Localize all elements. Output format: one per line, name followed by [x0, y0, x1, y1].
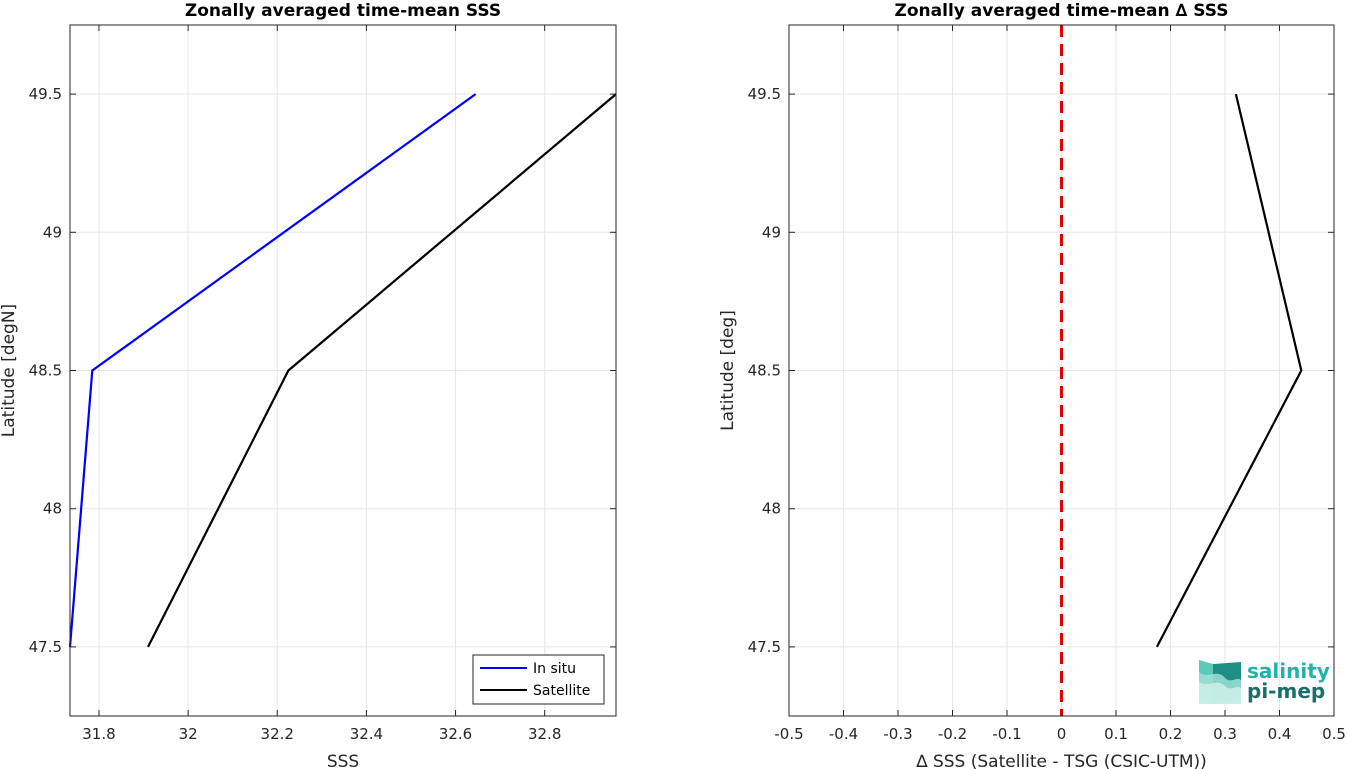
logo-text-pi-mep: pi-mep	[1247, 679, 1325, 703]
delta-chart-title: Zonally averaged time-mean ∆ SSS	[895, 1, 1229, 21]
sss-ticks: 31.8 32 32.2 32.4 32.6 32.8 47.5 48 48.5 49 49.5	[29, 25, 616, 743]
x-tick-label: 32.6	[439, 725, 472, 743]
delta-ticks: -0.5 -0.4 -0.3 -0.2 -0.1 0 0.1 0.2 0.3 0.4 0.5 47.5…	[748, 25, 1346, 743]
x-tick-label: 0	[1057, 725, 1067, 743]
logo-mark-icon	[1199, 660, 1241, 704]
salinity-pi-mep-logo: salinity pi-mep	[1199, 659, 1330, 704]
sss-legend: In situ Satellite	[472, 654, 605, 705]
delta-y-axis-label: Latitude [deg]	[718, 310, 738, 431]
y-tick-label: 49.5	[29, 85, 62, 103]
y-tick-label: 47.5	[29, 638, 62, 656]
legend-entry-satellite: Satellite	[533, 683, 590, 699]
logo-text-salinity: salinity	[1247, 659, 1330, 683]
delta-series-lines	[1155, 93, 1303, 648]
x-tick-label: 32.2	[261, 725, 294, 743]
y-tick-label: 48.5	[29, 362, 62, 380]
sss-panel: 31.8 32 32.2 32.4 32.6 32.8 47.5 48 48.5 49 49.5 Z…	[0, 1, 617, 769]
sss-y-axis-label: Latitude [degN]	[0, 304, 19, 437]
x-tick-label: 0.2	[1159, 725, 1183, 743]
legend-entry-in-situ: In situ	[533, 661, 576, 677]
delta-sss-panel: -0.5 -0.4 -0.3 -0.2 -0.1 0 0.1 0.2 0.3 0.4 0.5 47.5…	[718, 1, 1346, 769]
y-tick-label: 48	[43, 500, 62, 518]
sss-chart-title: Zonally averaged time-mean SSS	[185, 1, 501, 21]
x-tick-label: 32.8	[528, 725, 561, 743]
sss-grid	[70, 25, 616, 716]
y-tick-label: 48	[762, 500, 781, 518]
x-tick-label: -0.2	[938, 725, 967, 743]
x-tick-label: 31.8	[82, 725, 115, 743]
x-tick-label: 0.4	[1268, 725, 1292, 743]
series-line-in-situ	[68, 93, 477, 647]
x-tick-label: -0.3	[883, 725, 912, 743]
sss-series-lines	[68, 93, 617, 648]
sss-x-axis-label: SSS	[327, 752, 359, 769]
x-tick-label: -0.4	[829, 725, 858, 743]
x-tick-label: 0.5	[1322, 725, 1346, 743]
x-tick-label: 0.1	[1104, 725, 1128, 743]
x-tick-label: 32.4	[350, 725, 383, 743]
x-tick-label: 32	[179, 725, 198, 743]
series-line-delta-sss	[1155, 93, 1303, 648]
y-tick-label: 49	[762, 223, 781, 241]
y-tick-label: 49	[43, 223, 62, 241]
y-tick-label: 49.5	[748, 85, 781, 103]
x-tick-label: 0.3	[1213, 725, 1237, 743]
delta-x-axis-label: ∆ SSS (Satellite - TSG (CSIC-UTM))	[915, 752, 1207, 769]
legend-box	[472, 654, 605, 705]
y-tick-label: 48.5	[748, 362, 781, 380]
series-line-satellite	[147, 93, 617, 648]
x-tick-label: -0.5	[774, 725, 803, 743]
y-tick-label: 47.5	[748, 638, 781, 656]
x-tick-label: -0.1	[992, 725, 1021, 743]
